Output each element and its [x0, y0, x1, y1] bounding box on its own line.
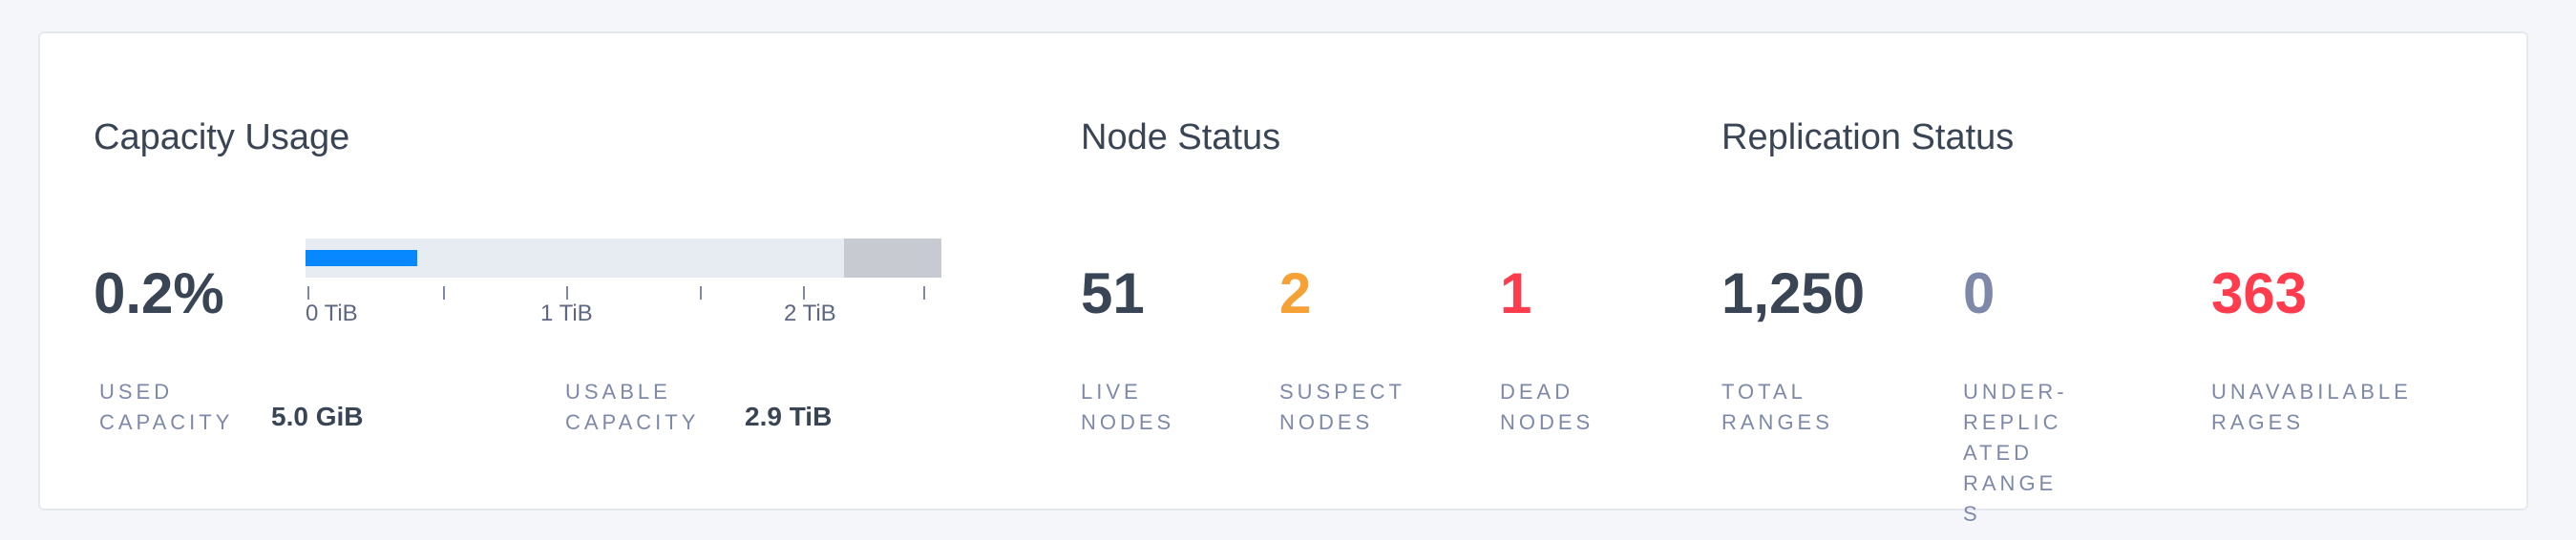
- axis-tick: [566, 286, 568, 300]
- capacity-bar: [306, 239, 941, 278]
- cluster-summary-card: Capacity Usage 0.2% 0 TiB 1 TiB 2 TiB US…: [38, 31, 2528, 526]
- under-replicated-label: UNDER- REPLICATED RANGES: [1963, 380, 2068, 526]
- axis-tick: [443, 286, 445, 300]
- axis-label: 2 TiB: [784, 301, 836, 326]
- usable-capacity-value: 2.9 TiB: [745, 402, 833, 431]
- suspect-nodes-value: 2: [1279, 261, 1312, 325]
- axis-tick: [803, 286, 805, 300]
- capacity-bar-unavailable: [844, 239, 941, 278]
- used-capacity-label: USED CAPACITY: [99, 380, 234, 434]
- capacity-bar-used: [306, 250, 417, 266]
- suspect-nodes-label: SUSPECT NODES: [1279, 380, 1405, 434]
- node-status-title: Node Status: [1081, 117, 1281, 157]
- axis-tick: [923, 286, 925, 300]
- used-capacity-value: 5.0 GiB: [271, 402, 364, 431]
- unavailable-ranges-value: 363: [2211, 261, 2308, 325]
- axis-label: 0 TiB: [306, 301, 358, 326]
- usable-capacity-label: USABLE CAPACITY: [565, 380, 700, 434]
- capacity-usage-title: Capacity Usage: [94, 117, 350, 157]
- dead-nodes-label: DEAD NODES: [1500, 380, 1594, 434]
- replication-status-title: Replication Status: [1721, 117, 2015, 157]
- under-replicated-value: 0: [1963, 261, 1995, 325]
- axis-tick: [700, 286, 702, 300]
- unavailable-ranges-label: UNAVABILABLE RAGES: [2211, 380, 2412, 434]
- capacity-percent: 0.2%: [94, 261, 224, 325]
- total-ranges-label: TOTAL RANGES: [1721, 380, 1833, 434]
- live-nodes-label: LIVE NODES: [1081, 380, 1175, 434]
- total-ranges-value: 1,250: [1721, 261, 1866, 325]
- axis-tick: [307, 286, 309, 300]
- dead-nodes-value: 1: [1500, 261, 1532, 325]
- axis-label: 1 TiB: [540, 301, 593, 326]
- live-nodes-value: 51: [1081, 261, 1145, 325]
